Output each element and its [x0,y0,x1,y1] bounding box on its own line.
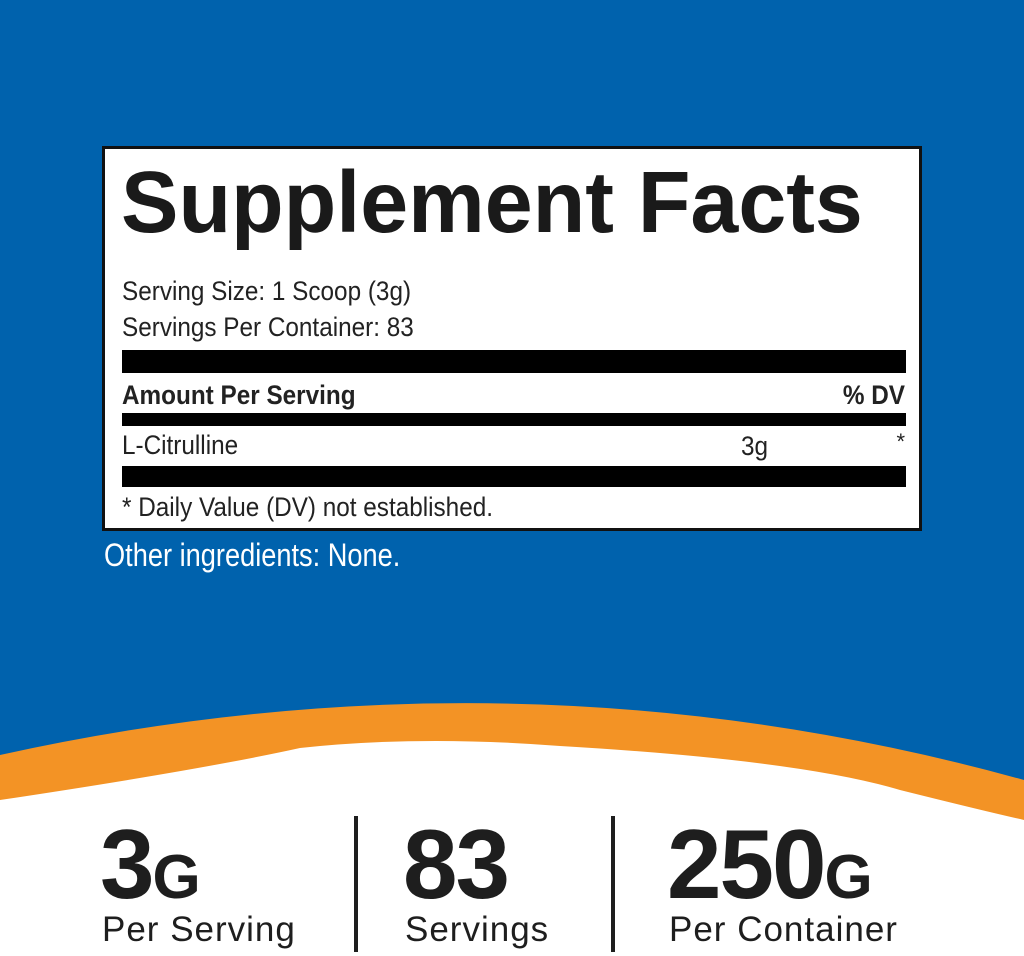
value: 3 [100,809,154,919]
vertical-divider [354,816,358,952]
stat-label: Servings [405,910,550,949]
servings-per-container: Servings Per Container: 83 [122,312,414,342]
unit: G [152,843,201,912]
other-ingredients: Other ingredients: None. [104,537,401,573]
stat-value: 83 [403,808,510,921]
panel-title: Supplement Facts [121,154,863,251]
vertical-divider [611,816,615,952]
divider [122,413,906,426]
white-bottom-area [0,740,1024,956]
unit: G [824,843,873,912]
ingredient-amount: 3g [741,431,769,461]
thick-divider-bottom [122,466,906,487]
footnote: * Daily Value (DV) not established. [122,492,493,522]
ingredient-name: L-Citrulline [122,430,239,460]
ingredient-dv: * [896,429,905,454]
value: 250 [667,809,827,919]
stat-label: Per Container [669,910,898,949]
thick-divider [122,350,906,373]
value: 83 [403,809,510,919]
stat-value: 250G [667,808,873,921]
stat-label: Per Serving [102,910,296,949]
serving-size: Serving Size: 1 Scoop (3g) [122,276,412,306]
supplement-facts-panel: Supplement Facts Serving Size: 1 Scoop (… [102,146,922,531]
amount-per-serving-header: Amount Per Serving [122,380,356,410]
dv-header: % DV [842,380,905,410]
stat-value: 3G [100,808,201,921]
